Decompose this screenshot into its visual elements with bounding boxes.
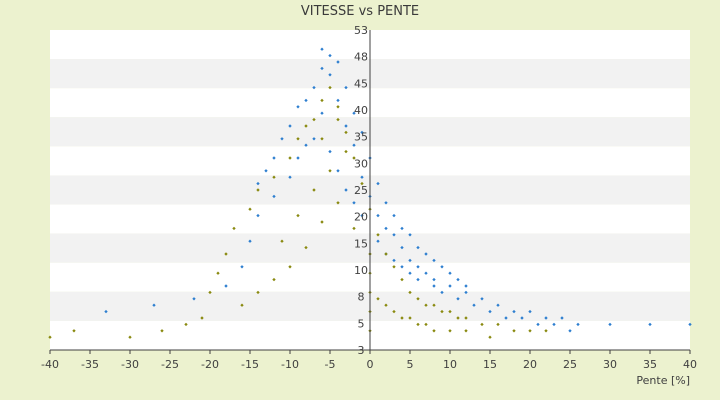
data-point-olive: [216, 271, 220, 275]
data-point-olive: [312, 117, 316, 122]
y-tick-label: 45: [354, 77, 368, 90]
y-tick-label: 8: [358, 291, 365, 304]
data-point-olive: [328, 85, 332, 90]
data-point-blue: [344, 124, 348, 128]
data-point-blue: [528, 309, 532, 314]
chart-title: VITESSE vs PENTE: [301, 4, 419, 19]
data-point-blue: [336, 60, 340, 64]
data-point-olive: [208, 290, 212, 295]
data-point-blue: [152, 303, 156, 307]
x-tick-label: 20: [523, 358, 537, 371]
data-point-blue: [240, 265, 244, 269]
y-tick-label: 48: [354, 51, 368, 64]
data-point-blue: [512, 309, 516, 314]
data-point-blue: [560, 316, 564, 320]
x-tick-label: -30: [121, 358, 139, 371]
y-tick-label: 40: [354, 104, 368, 117]
data-point-blue: [344, 85, 348, 90]
y-tick-label: 53: [354, 24, 368, 37]
data-point-olive: [72, 329, 76, 333]
data-point-blue: [352, 111, 356, 115]
data-point-blue: [544, 316, 548, 320]
y-tick-label: 20: [354, 211, 368, 224]
x-tick-label: 15: [483, 358, 497, 371]
data-point-olive: [232, 226, 236, 231]
x-tick-label: 40: [683, 358, 697, 371]
data-point-blue: [328, 53, 332, 58]
x-tick-label: -40: [41, 358, 59, 371]
data-point-blue: [320, 47, 324, 51]
data-point-olive: [200, 316, 204, 320]
data-point-olive: [304, 124, 308, 128]
data-point-olive: [240, 303, 244, 307]
y-tick-label: 30: [354, 157, 368, 170]
data-point-blue: [224, 284, 228, 288]
x-tick-label: -20: [201, 358, 219, 371]
x-tick-label: -25: [161, 358, 179, 371]
y-tick-label: 5: [358, 317, 365, 330]
y-tick-label: 3: [358, 344, 365, 357]
data-point-blue: [192, 297, 196, 301]
x-tick-label: -10: [281, 358, 299, 371]
data-point-olive: [184, 322, 188, 327]
y-tick-label: 25: [354, 184, 368, 197]
data-point-blue: [288, 124, 292, 128]
data-point-olive: [160, 329, 164, 333]
y-tick-label: 35: [354, 131, 368, 144]
y-tick-label: 15: [354, 237, 368, 250]
x-tick-label: 30: [603, 358, 617, 371]
data-point-olive: [248, 207, 252, 211]
data-point-olive: [224, 252, 228, 256]
x-axis-label: Pente [%]: [636, 374, 690, 387]
data-point-olive: [128, 335, 132, 339]
x-tick-label: 10: [443, 358, 457, 371]
data-point-olive: [336, 117, 340, 122]
x-tick-label: 35: [643, 358, 657, 371]
x-axis-ticks: -40 -35 -30 -25 -20 -15 -10 -5 0 5 10 15 20 25 30 35 40: [41, 350, 697, 371]
x-tick-label: -5: [325, 358, 336, 371]
data-point-blue: [248, 239, 252, 243]
x-tick-label: -35: [81, 358, 99, 371]
data-point-olive: [48, 335, 52, 339]
y-tick-label: 10: [354, 264, 368, 277]
data-point-blue: [312, 85, 316, 90]
data-point-blue: [320, 111, 324, 115]
x-tick-label: 5: [407, 358, 414, 371]
x-tick-label: -15: [241, 358, 259, 371]
x-tick-label: 0: [367, 358, 374, 371]
data-point-blue: [520, 316, 524, 320]
x-tick-label: 25: [563, 358, 577, 371]
